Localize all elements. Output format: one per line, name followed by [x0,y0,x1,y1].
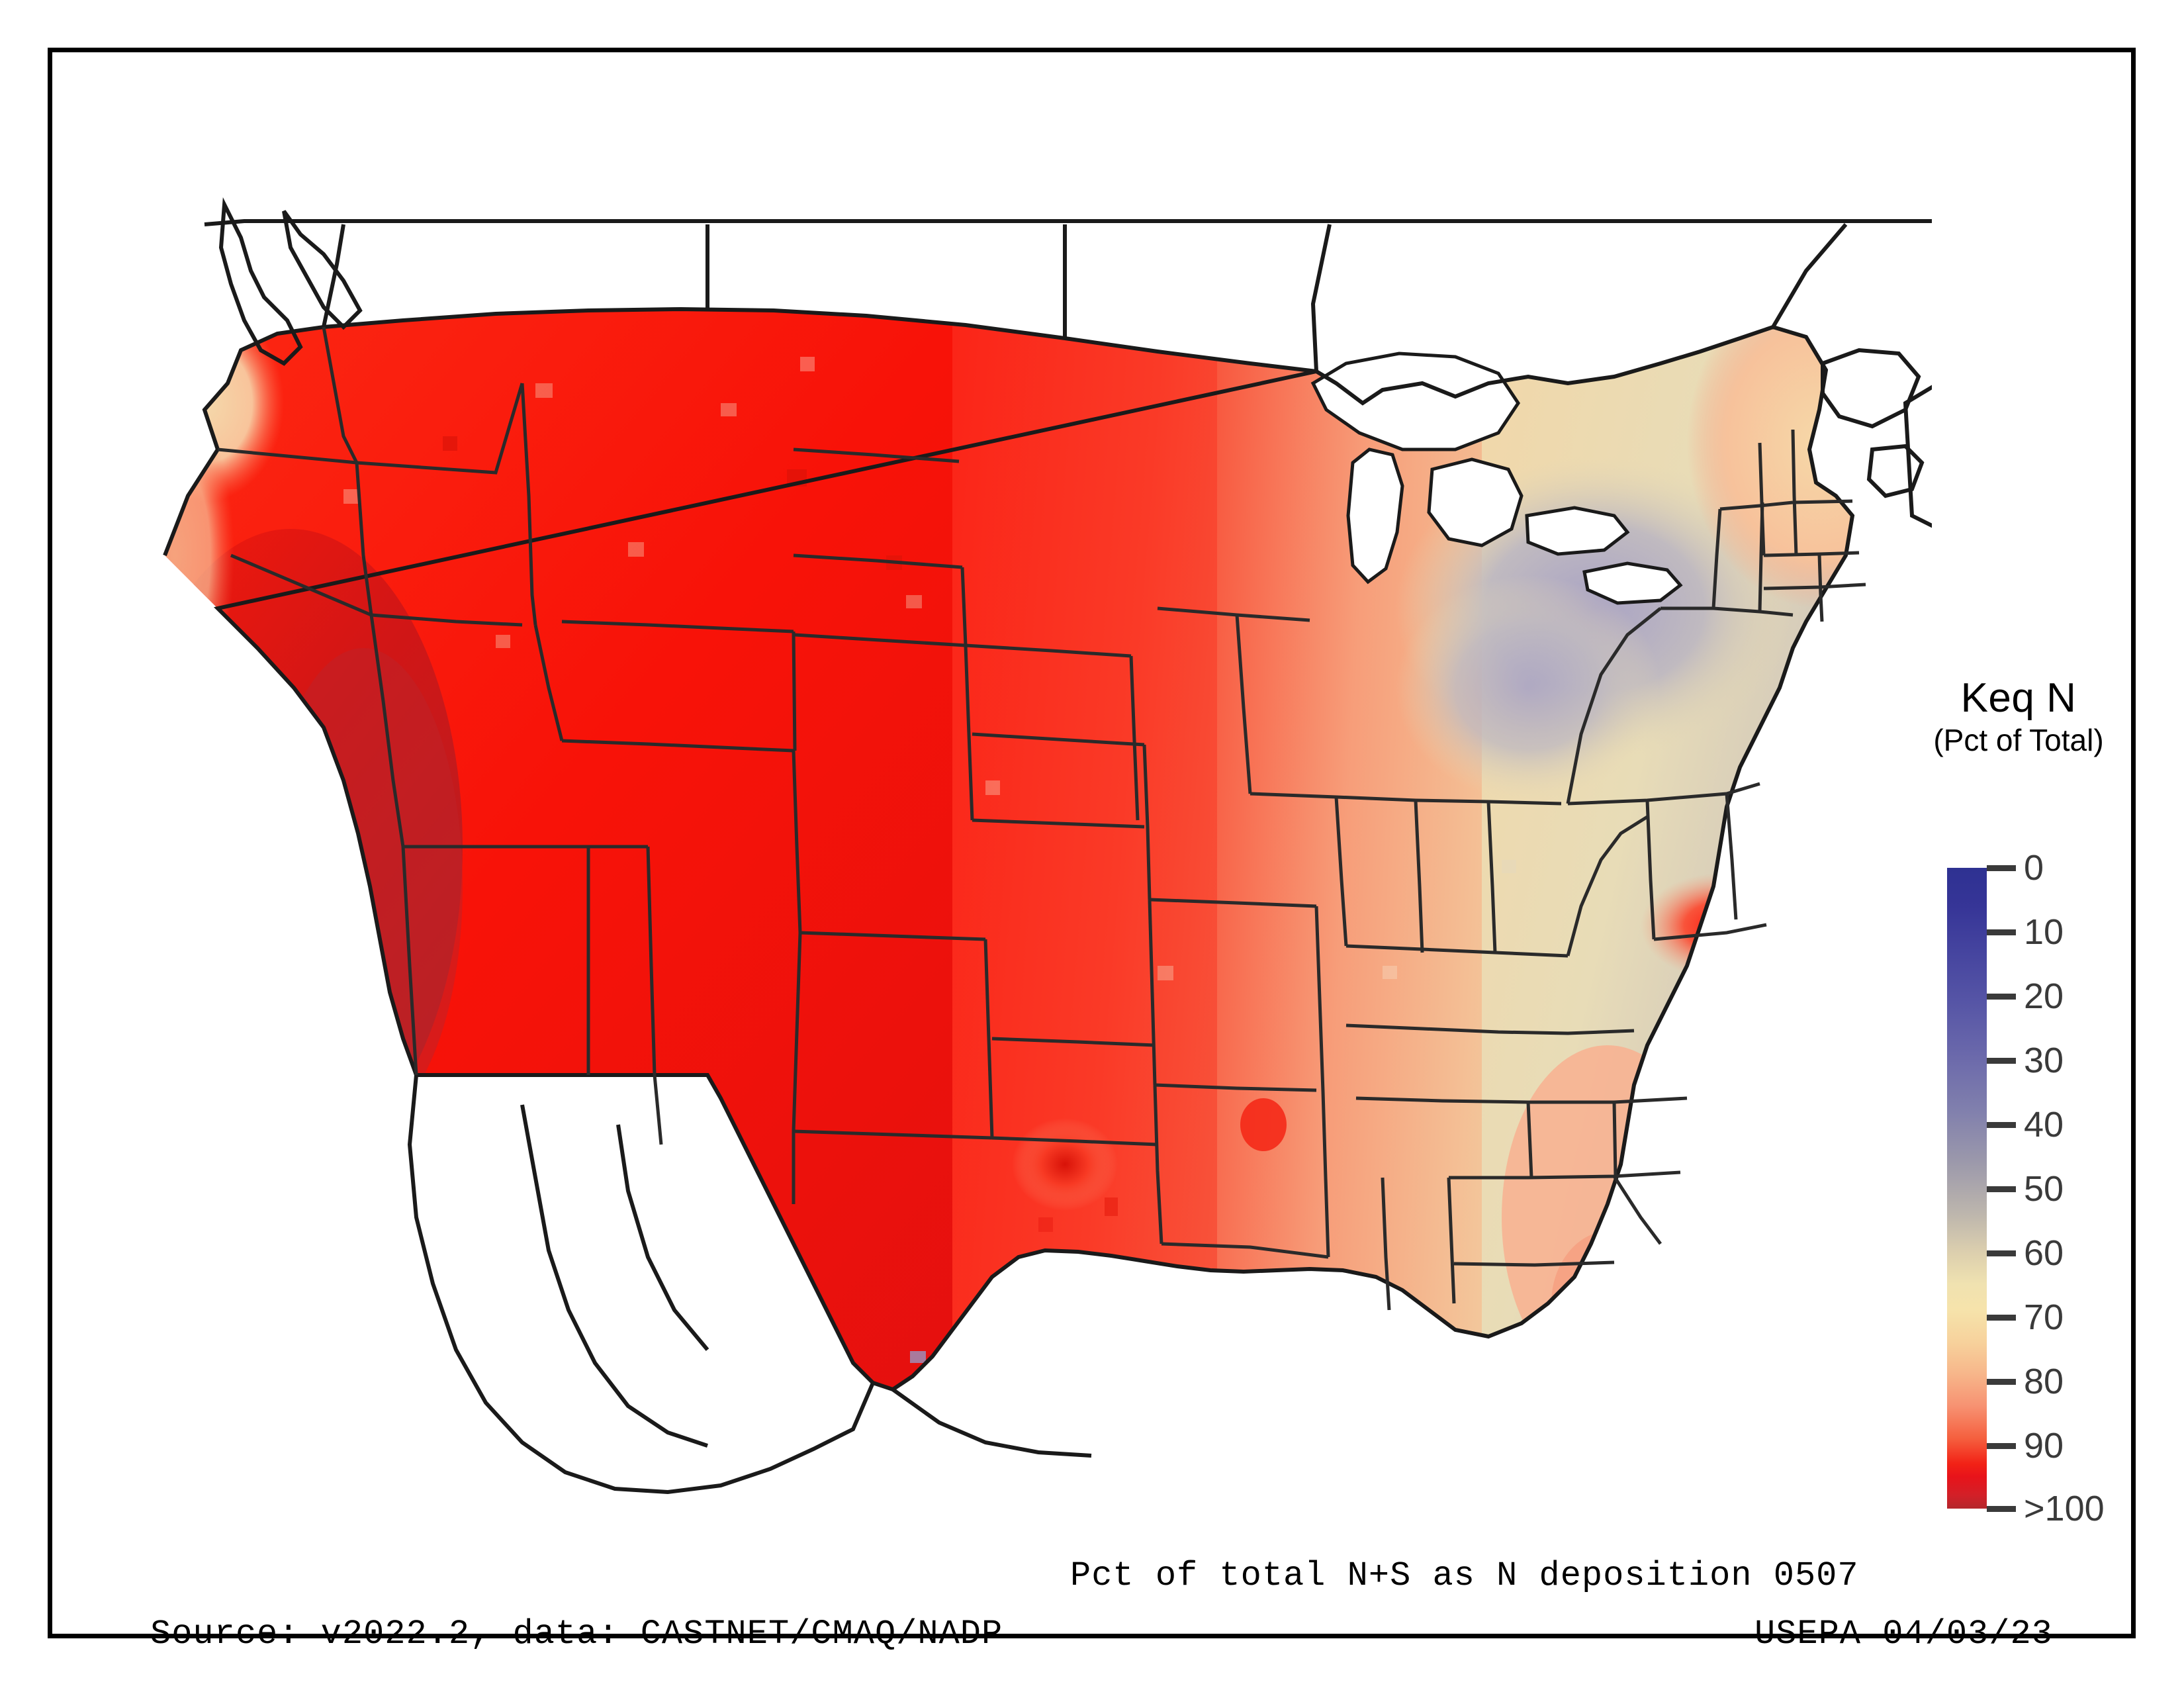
colorbar-tick-70 [1987,1315,2016,1321]
colorbar-tick-80 [1987,1379,2016,1385]
colorbar-gradient [1947,868,1987,1509]
colorbar-tick-90 [1987,1443,2016,1449]
colorbar-tick-100 [1987,1506,2016,1512]
source-caption: Source: v2022.2, data: CASTNET/CMAQ/NADP [150,1615,1003,1654]
colorbar: Keq N (Pct of Total) 0 10 20 30 40 50 60… [1899,675,2177,1575]
country-outline [163,197,1932,1495]
colorbar-label-70: 70 [2024,1297,2064,1337]
credit-caption: USEPA 04/03/23 [1754,1615,2053,1654]
colorbar-label-0: 0 [2024,848,2044,888]
colorbar-subtitle: (Pct of Total) [1933,723,2104,757]
colorbar-label-30: 30 [2024,1041,2064,1080]
colorbar-label-80: 80 [2024,1362,2064,1401]
figure-frame: Keq N (Pct of Total) 0 10 20 30 40 50 60… [48,48,2136,1654]
colorbar-tick-20 [1987,994,2016,1000]
colorbar-label-over-100: >100 [2024,1489,2105,1528]
colorbar-tick-30 [1987,1058,2016,1064]
colorbar-tick-50 [1987,1186,2016,1192]
figure-caption: Pct of total N+S as N deposition 0507 [1070,1556,1859,1595]
great-lakes [1310,352,1683,605]
choropleth-map [125,185,1932,1528]
state-boundaries [217,326,1866,1311]
colorbar-tick-10 [1987,929,2016,935]
map-svg [125,185,1932,1528]
colorbar-label-50: 50 [2024,1169,2064,1209]
colorbar-label-10: 10 [2024,912,2064,952]
colorbar-label-20: 20 [2024,976,2064,1016]
colorbar-label-90: 90 [2024,1426,2064,1466]
colorbar-title: Keq N [1960,675,2077,721]
colorbar-label-60: 60 [2024,1233,2064,1273]
colorbar-tick-40 [1987,1122,2016,1128]
colorbar-tick-60 [1987,1250,2016,1256]
colorbar-label-40: 40 [2024,1105,2064,1145]
colorbar-tick-0 [1987,865,2016,871]
